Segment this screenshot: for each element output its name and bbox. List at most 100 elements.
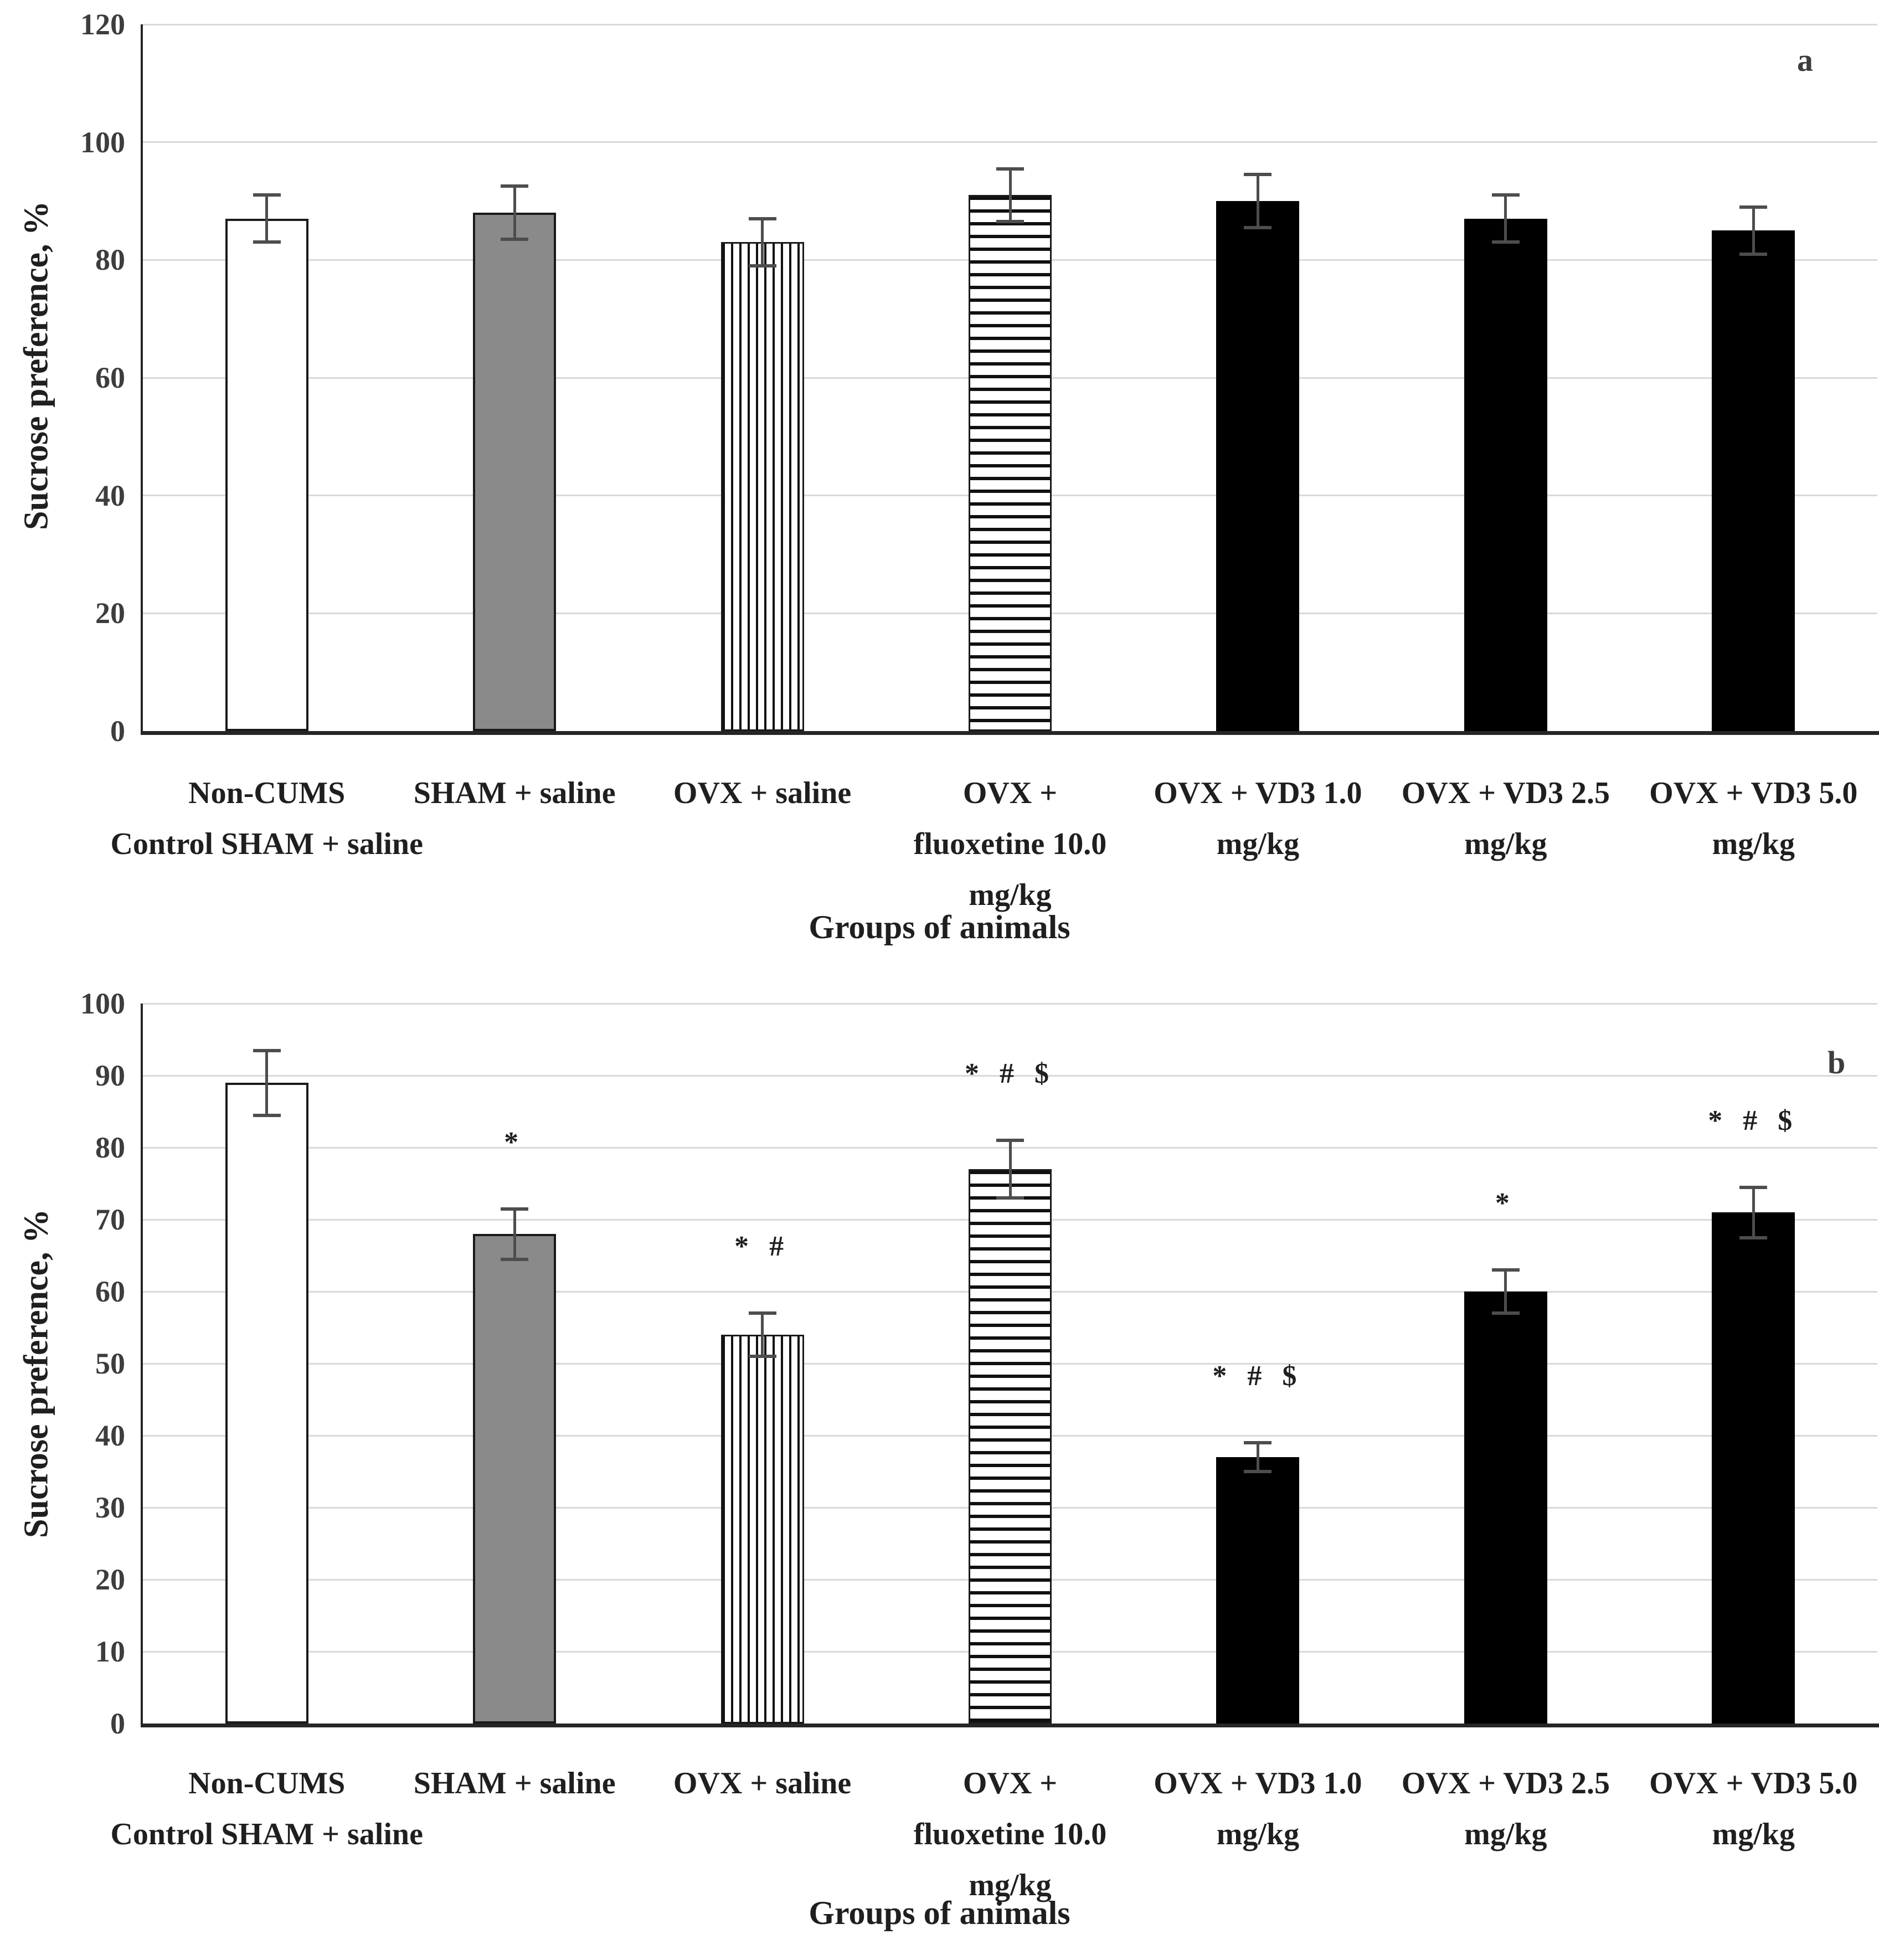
y-tick-label: 90 bbox=[95, 1059, 125, 1092]
error-bar bbox=[1008, 1140, 1012, 1198]
bar-vertical-stripes bbox=[720, 242, 804, 731]
bar-gray bbox=[473, 213, 557, 731]
error-bar-cap-bottom bbox=[501, 238, 529, 241]
x-category-label-line: mg/kg bbox=[1464, 1817, 1547, 1851]
x-category-label-line: OVX + saline bbox=[673, 776, 852, 810]
error-bar-cap-top bbox=[748, 217, 776, 220]
error-bar-cap-top bbox=[501, 184, 529, 188]
error-bar-cap-bottom bbox=[1491, 240, 1520, 244]
bar-horizontal-stripes bbox=[969, 195, 1052, 731]
y-tick-label: 60 bbox=[95, 1275, 125, 1308]
x-category-label: SHAM + saline bbox=[414, 768, 616, 819]
error-bar-cap-bottom bbox=[253, 1113, 281, 1117]
bar-white bbox=[225, 1083, 308, 1724]
x-category-label-line: SHAM + saline bbox=[413, 1766, 616, 1800]
error-bar-cap-top bbox=[996, 1139, 1024, 1142]
bar-vertical-stripes bbox=[720, 1335, 804, 1724]
y-tick-label: 80 bbox=[95, 1131, 125, 1164]
chart-panel-a: Sucrose preference, % 0 20 40 60 80 100 120 Non… bbox=[18, 8, 1879, 945]
x-category-label: OVX + fluoxetine 10.0 mg/kg bbox=[914, 1758, 1106, 1911]
chart-panel-b: Sucrose preference, % 0 10 20 30 40 50 60 70 80 9… bbox=[0, 980, 1879, 1960]
error-bar-cap-top bbox=[1244, 173, 1272, 177]
bar-black bbox=[1712, 1212, 1795, 1724]
plot-area-b: 0 10 20 30 40 50 60 70 80 90 100 Non-CUMS Control SH… bbox=[0, 980, 1879, 1960]
x-category-label-line: mg/kg bbox=[969, 1868, 1052, 1902]
x-category-label: OVX + VD3 2.5 mg/kg bbox=[1402, 1758, 1610, 1860]
error-bar bbox=[1752, 207, 1755, 254]
x-category-label-line: OVX + VD3 5.0 bbox=[1649, 776, 1858, 810]
error-bar bbox=[513, 1208, 516, 1259]
x-category-label-line: Control SHAM + saline bbox=[110, 827, 423, 861]
x-category-label-line: fluoxetine 10.0 bbox=[913, 1817, 1107, 1851]
x-category-label: Non-CUMS Control SHAM + saline bbox=[110, 768, 423, 870]
error-bar-cap-bottom bbox=[1739, 1236, 1768, 1239]
significance-label: * # $ bbox=[965, 1058, 1056, 1089]
x-category-label: Non-CUMS Control SHAM + saline bbox=[110, 1758, 423, 1860]
y-tick-label: 60 bbox=[95, 361, 125, 394]
error-bar-cap-top bbox=[1491, 1268, 1520, 1272]
y-tick-label: 0 bbox=[110, 1707, 125, 1740]
x-category-label-line: mg/kg bbox=[1216, 1817, 1300, 1851]
error-bar-cap-top bbox=[1244, 1441, 1272, 1444]
y-tick-label: 20 bbox=[95, 596, 125, 630]
significance-label: * bbox=[1495, 1187, 1516, 1219]
x-category-label-line: Control SHAM + saline bbox=[110, 1817, 423, 1851]
gridline bbox=[143, 1002, 1877, 1005]
x-category-label-line: OVX + bbox=[962, 1766, 1058, 1800]
error-bar-cap-bottom bbox=[1244, 225, 1272, 229]
error-bar bbox=[1008, 168, 1012, 222]
x-category-label: OVX + VD3 5.0 mg/kg bbox=[1649, 1758, 1857, 1860]
x-category-label-line: Non-CUMS bbox=[188, 1766, 346, 1800]
x-category-label-line: OVX + saline bbox=[673, 1766, 852, 1800]
error-bar-cap-top bbox=[253, 1048, 281, 1052]
y-tick-label: 120 bbox=[80, 8, 125, 41]
plot-area-a: 0 20 40 60 80 100 120 Non-CUMS Control SHAM + sa… bbox=[80, 8, 1879, 920]
error-bar-cap-bottom bbox=[1739, 252, 1768, 256]
y-axis-line bbox=[141, 24, 143, 733]
error-bar bbox=[761, 218, 764, 266]
error-bar bbox=[1256, 174, 1259, 228]
x-category-label-line: OVX + VD3 2.5 bbox=[1401, 1766, 1610, 1800]
y-tick-label: 10 bbox=[95, 1635, 125, 1668]
x-category-label-line: mg/kg bbox=[1712, 1817, 1795, 1851]
error-bar-cap-top bbox=[996, 167, 1024, 171]
error-bar-cap-top bbox=[253, 193, 281, 197]
x-axis-line bbox=[141, 1724, 1879, 1727]
x-category-label: OVX + saline bbox=[673, 1758, 851, 1809]
x-category-label-line: OVX + VD3 1.0 bbox=[1154, 1766, 1362, 1800]
error-bar bbox=[761, 1313, 764, 1356]
bar-black bbox=[1464, 218, 1547, 731]
x-category-label-line: mg/kg bbox=[969, 878, 1052, 912]
bar-gray bbox=[473, 1234, 557, 1724]
significance-label: * # $ bbox=[1708, 1104, 1799, 1136]
error-bar-cap-bottom bbox=[748, 1355, 776, 1358]
y-tick-label: 40 bbox=[95, 479, 125, 512]
x-category-label: OVX + fluoxetine 10.0 mg/kg bbox=[914, 768, 1106, 920]
y-tick-label: 40 bbox=[95, 1419, 125, 1452]
x-axis-line bbox=[141, 731, 1879, 735]
bar-black bbox=[1216, 201, 1300, 731]
x-category-label-line: fluoxetine 10.0 bbox=[913, 827, 1107, 861]
x-category-label: SHAM + saline bbox=[414, 1758, 616, 1809]
x-category-label-line: OVX + VD3 5.0 bbox=[1649, 1766, 1858, 1800]
x-category-label: OVX + VD3 1.0 mg/kg bbox=[1154, 1758, 1362, 1860]
panel-letter-b: b bbox=[1827, 1045, 1846, 1081]
x-category-label-line: SHAM + saline bbox=[413, 776, 616, 810]
gridline bbox=[143, 141, 1877, 143]
x-category-label-line: mg/kg bbox=[1464, 827, 1547, 861]
error-bar bbox=[513, 186, 516, 240]
significance-label: * bbox=[504, 1126, 526, 1158]
bar-black bbox=[1464, 1292, 1547, 1724]
gridline bbox=[143, 1074, 1877, 1077]
error-bar bbox=[1752, 1187, 1755, 1238]
y-tick-label: 0 bbox=[110, 714, 125, 748]
y-tick-label: 100 bbox=[80, 987, 125, 1020]
error-bar bbox=[1504, 195, 1507, 243]
error-bar bbox=[265, 1050, 269, 1115]
x-category-label: OVX + VD3 5.0 mg/kg bbox=[1649, 768, 1857, 870]
significance-label: * # $ bbox=[1212, 1360, 1304, 1392]
x-category-label-line: mg/kg bbox=[1216, 827, 1300, 861]
gridline bbox=[143, 23, 1877, 25]
error-bar-cap-bottom bbox=[501, 1257, 529, 1261]
